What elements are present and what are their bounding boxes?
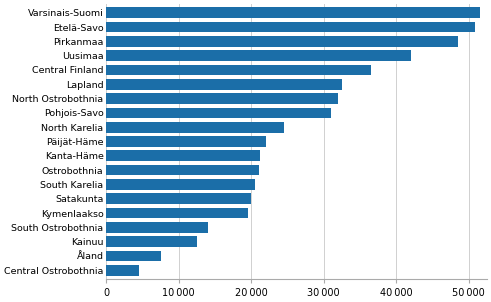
Bar	[107, 22, 474, 32]
Bar	[107, 193, 251, 204]
Bar	[107, 93, 338, 104]
Bar	[107, 150, 260, 161]
Bar	[107, 179, 255, 190]
Bar	[107, 36, 458, 47]
Bar	[107, 236, 197, 247]
Bar	[107, 165, 259, 175]
Bar	[107, 122, 284, 133]
Bar	[107, 65, 371, 75]
Bar	[107, 7, 480, 18]
Bar	[107, 136, 266, 147]
Bar	[107, 79, 342, 90]
Bar	[107, 108, 331, 118]
Bar	[107, 222, 208, 233]
Bar	[107, 208, 247, 218]
Bar	[107, 50, 411, 61]
Bar	[107, 251, 161, 261]
Bar	[107, 265, 139, 276]
